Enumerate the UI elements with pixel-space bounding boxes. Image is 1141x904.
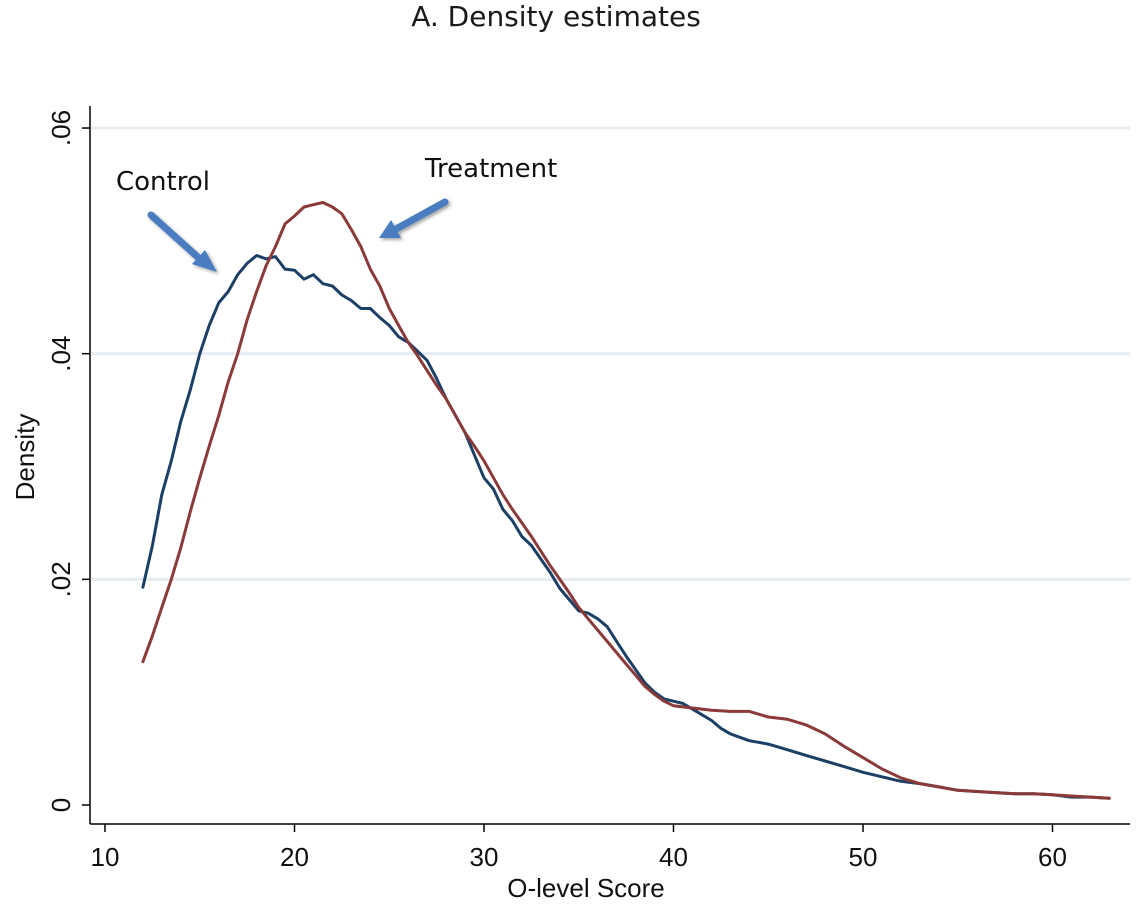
y-axis-label: Density	[10, 414, 40, 501]
y-tick-label: .04	[46, 336, 76, 372]
x-tick-label: 60	[1038, 842, 1067, 872]
x-axis-label: O-level Score	[507, 873, 665, 903]
x-axis-ticks: 10 20 30 40 50 60	[91, 824, 1067, 872]
chart-title: A. Density estimates	[411, 0, 701, 33]
annotation-control-arrow	[147, 211, 217, 272]
annotation-treatment-arrow	[379, 198, 449, 238]
x-tick-label: 10	[91, 842, 120, 872]
y-tick-label: .02	[46, 561, 76, 597]
y-axis-ticks: 0 .02 .04 .06	[46, 110, 90, 812]
y-tick-label: .06	[46, 110, 76, 146]
x-tick-label: 40	[659, 842, 688, 872]
x-tick-label: 20	[280, 842, 309, 872]
series-lines	[141, 201, 1111, 800]
annotation-control-label: Control	[116, 167, 210, 197]
y-tick-label: 0	[46, 798, 76, 812]
annotation-treatment-label: Treatment	[424, 154, 557, 184]
series-line-treatment	[141, 201, 1111, 800]
x-tick-label: 30	[470, 842, 499, 872]
x-tick-label: 50	[849, 842, 878, 872]
grid-lines	[91, 126, 1130, 581]
series-line-control	[141, 254, 1111, 800]
